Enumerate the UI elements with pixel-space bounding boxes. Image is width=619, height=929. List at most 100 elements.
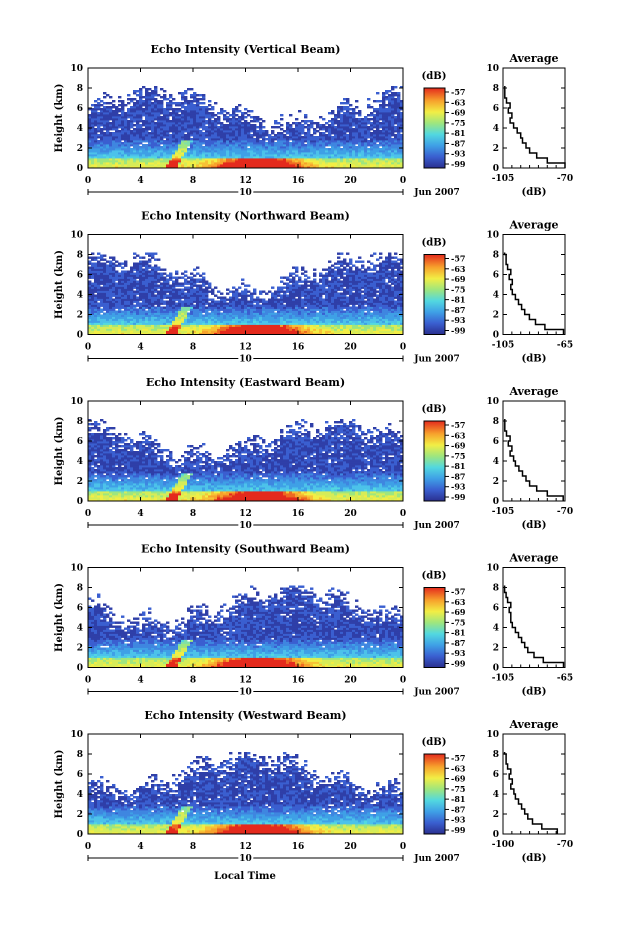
heatmap-cell [112,276,116,279]
heatmap-cell [91,308,95,311]
heatmap-cell [337,150,341,153]
heatmap-cell [91,300,95,303]
heatmap-cell [118,306,122,309]
heatmap-cell [124,124,128,127]
heatmap-cell [190,124,194,127]
heatmap-cell [208,136,212,139]
heatmap-cell [190,158,194,161]
heatmap-cell [97,280,101,283]
heatmap-cell [271,160,275,163]
heatmap-cell [349,104,353,107]
heatmap-cell [241,290,245,293]
heatmap-cell [223,310,227,313]
heatmap-cell [199,318,203,321]
heatmap-cell [292,150,296,153]
heatmap-cell [127,150,131,153]
heatmap-cell [202,108,206,111]
heatmap-cell [190,122,194,125]
heatmap-cell [253,144,257,147]
heatmap-cell [175,328,179,331]
heatmap-cell [202,272,206,275]
heatmap-cell [325,158,329,161]
heatmap-cell [94,150,98,153]
heatmap-cell [166,310,170,313]
heatmap-cell [337,158,341,161]
heatmap-cell [262,160,266,163]
heatmap-cell [262,324,266,327]
heatmap-cell [166,162,170,165]
heatmap-cell [187,112,191,115]
heatmap-cell [211,124,215,127]
heatmap-cell [340,130,344,133]
heatmap-cell [124,290,128,293]
heatmap-cell [373,126,377,129]
heatmap-cell [91,314,95,317]
heatmap-cell [274,300,278,303]
heatmap-cell [202,140,206,143]
heatmap-cell [310,136,314,139]
heatmap-cell [268,332,272,335]
heatmap-cell [307,130,311,133]
heatmap-cell [226,136,230,139]
heatmap-cell [97,252,101,255]
heatmap-cell [199,316,203,319]
heatmap-cell [94,330,98,333]
heatmap-cell [235,296,239,299]
heatmap-cell [124,132,128,135]
heatmap-cell [214,156,218,159]
heatmap-cell [352,142,356,145]
heatmap-cell [376,92,380,95]
heatmap-cell [88,138,92,141]
heatmap-cell [286,152,290,155]
heatmap-cell [205,156,209,159]
heatmap-cell [109,162,113,165]
heatmap-cell [199,312,203,315]
heatmap-cell [130,280,134,283]
heatmap-cell [157,138,161,141]
heatmap-cell [238,298,242,301]
heatmap-cell [178,306,182,309]
heatmap-cell [217,306,221,309]
heatmap-cell [115,294,119,297]
heatmap-cell [163,152,167,155]
heatmap-cell [157,110,161,113]
heatmap-cell [385,118,389,121]
heatmap-cell [181,156,185,159]
heatmap-cell [247,312,251,315]
heatmap-cell [232,300,236,303]
heatmap-cell [172,292,176,295]
heatmap-cell [229,290,233,293]
heatmap-cell [238,134,242,137]
heatmap-cell [214,158,218,161]
heatmap-cell [184,90,188,93]
heatmap-cell [385,140,389,143]
heatmap-cell [100,296,104,299]
heatmap-cell [115,154,119,157]
heatmap-cell [100,278,104,281]
heatmap-cell [247,152,251,155]
heatmap-cell [166,278,170,281]
heatmap-cell [187,276,191,279]
heatmap-cell [112,152,116,155]
heatmap-cell [196,290,200,293]
heatmap-cell [295,138,299,141]
heatmap-cell [94,156,98,159]
heatmap-cell [265,142,269,145]
heatmap-cell [91,320,95,323]
heatmap-cell [340,158,344,161]
heatmap-cell [166,114,170,117]
heatmap-cell [208,332,212,335]
heatmap-cell [355,112,359,115]
heatmap-cell [178,134,182,137]
heatmap-cell [205,328,209,331]
heatmap-cell [115,278,119,281]
heatmap-cell [106,108,110,111]
heatmap-cell [250,140,254,143]
heatmap-cell [262,130,266,133]
heatmap-cell [223,150,227,153]
heatmap-cell [91,166,95,169]
heatmap-cell [277,132,281,135]
heatmap-cell [151,266,155,269]
heatmap-cell [382,132,386,135]
heatmap-cell [370,156,374,159]
